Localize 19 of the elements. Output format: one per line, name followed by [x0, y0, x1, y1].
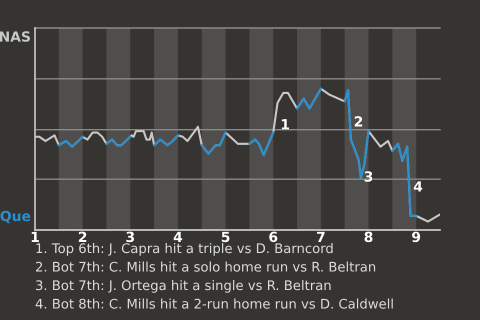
- annotation: 1: [282, 119, 290, 130]
- x-tick-label: 7: [316, 232, 325, 242]
- x-tick-label: 4: [174, 232, 182, 242]
- x-tick-label: 3: [126, 232, 134, 242]
- annotation: 2: [354, 116, 362, 126]
- text: 1. Top 6th: J. Capra hit a triple vs D. Barncord: [36, 243, 333, 256]
- x-tick-label: 6: [269, 232, 278, 242]
- x-tick-label: 1: [32, 232, 39, 242]
- text: 4. Bot 8th: C. Mills hit a 2-run home run vs D. Caldwell: [36, 298, 393, 309]
- x-tick-label: 8: [364, 232, 372, 242]
- text: 2. Bot 7th: C. Mills hit a solo home run vs R. Beltran: [36, 262, 376, 272]
- text: 3. Bot 7th: J. Ortega hit a single vs R. Beltran: [36, 280, 331, 293]
- text: NAS: [0, 31, 30, 42]
- x-tick-label: 9: [412, 232, 420, 242]
- x-tick-label: 2: [78, 232, 86, 242]
- text: Que: [0, 210, 30, 224]
- x-tick-label: 5: [222, 232, 230, 242]
- annotation: 3: [364, 171, 372, 182]
- annotation: 4: [414, 181, 422, 192]
